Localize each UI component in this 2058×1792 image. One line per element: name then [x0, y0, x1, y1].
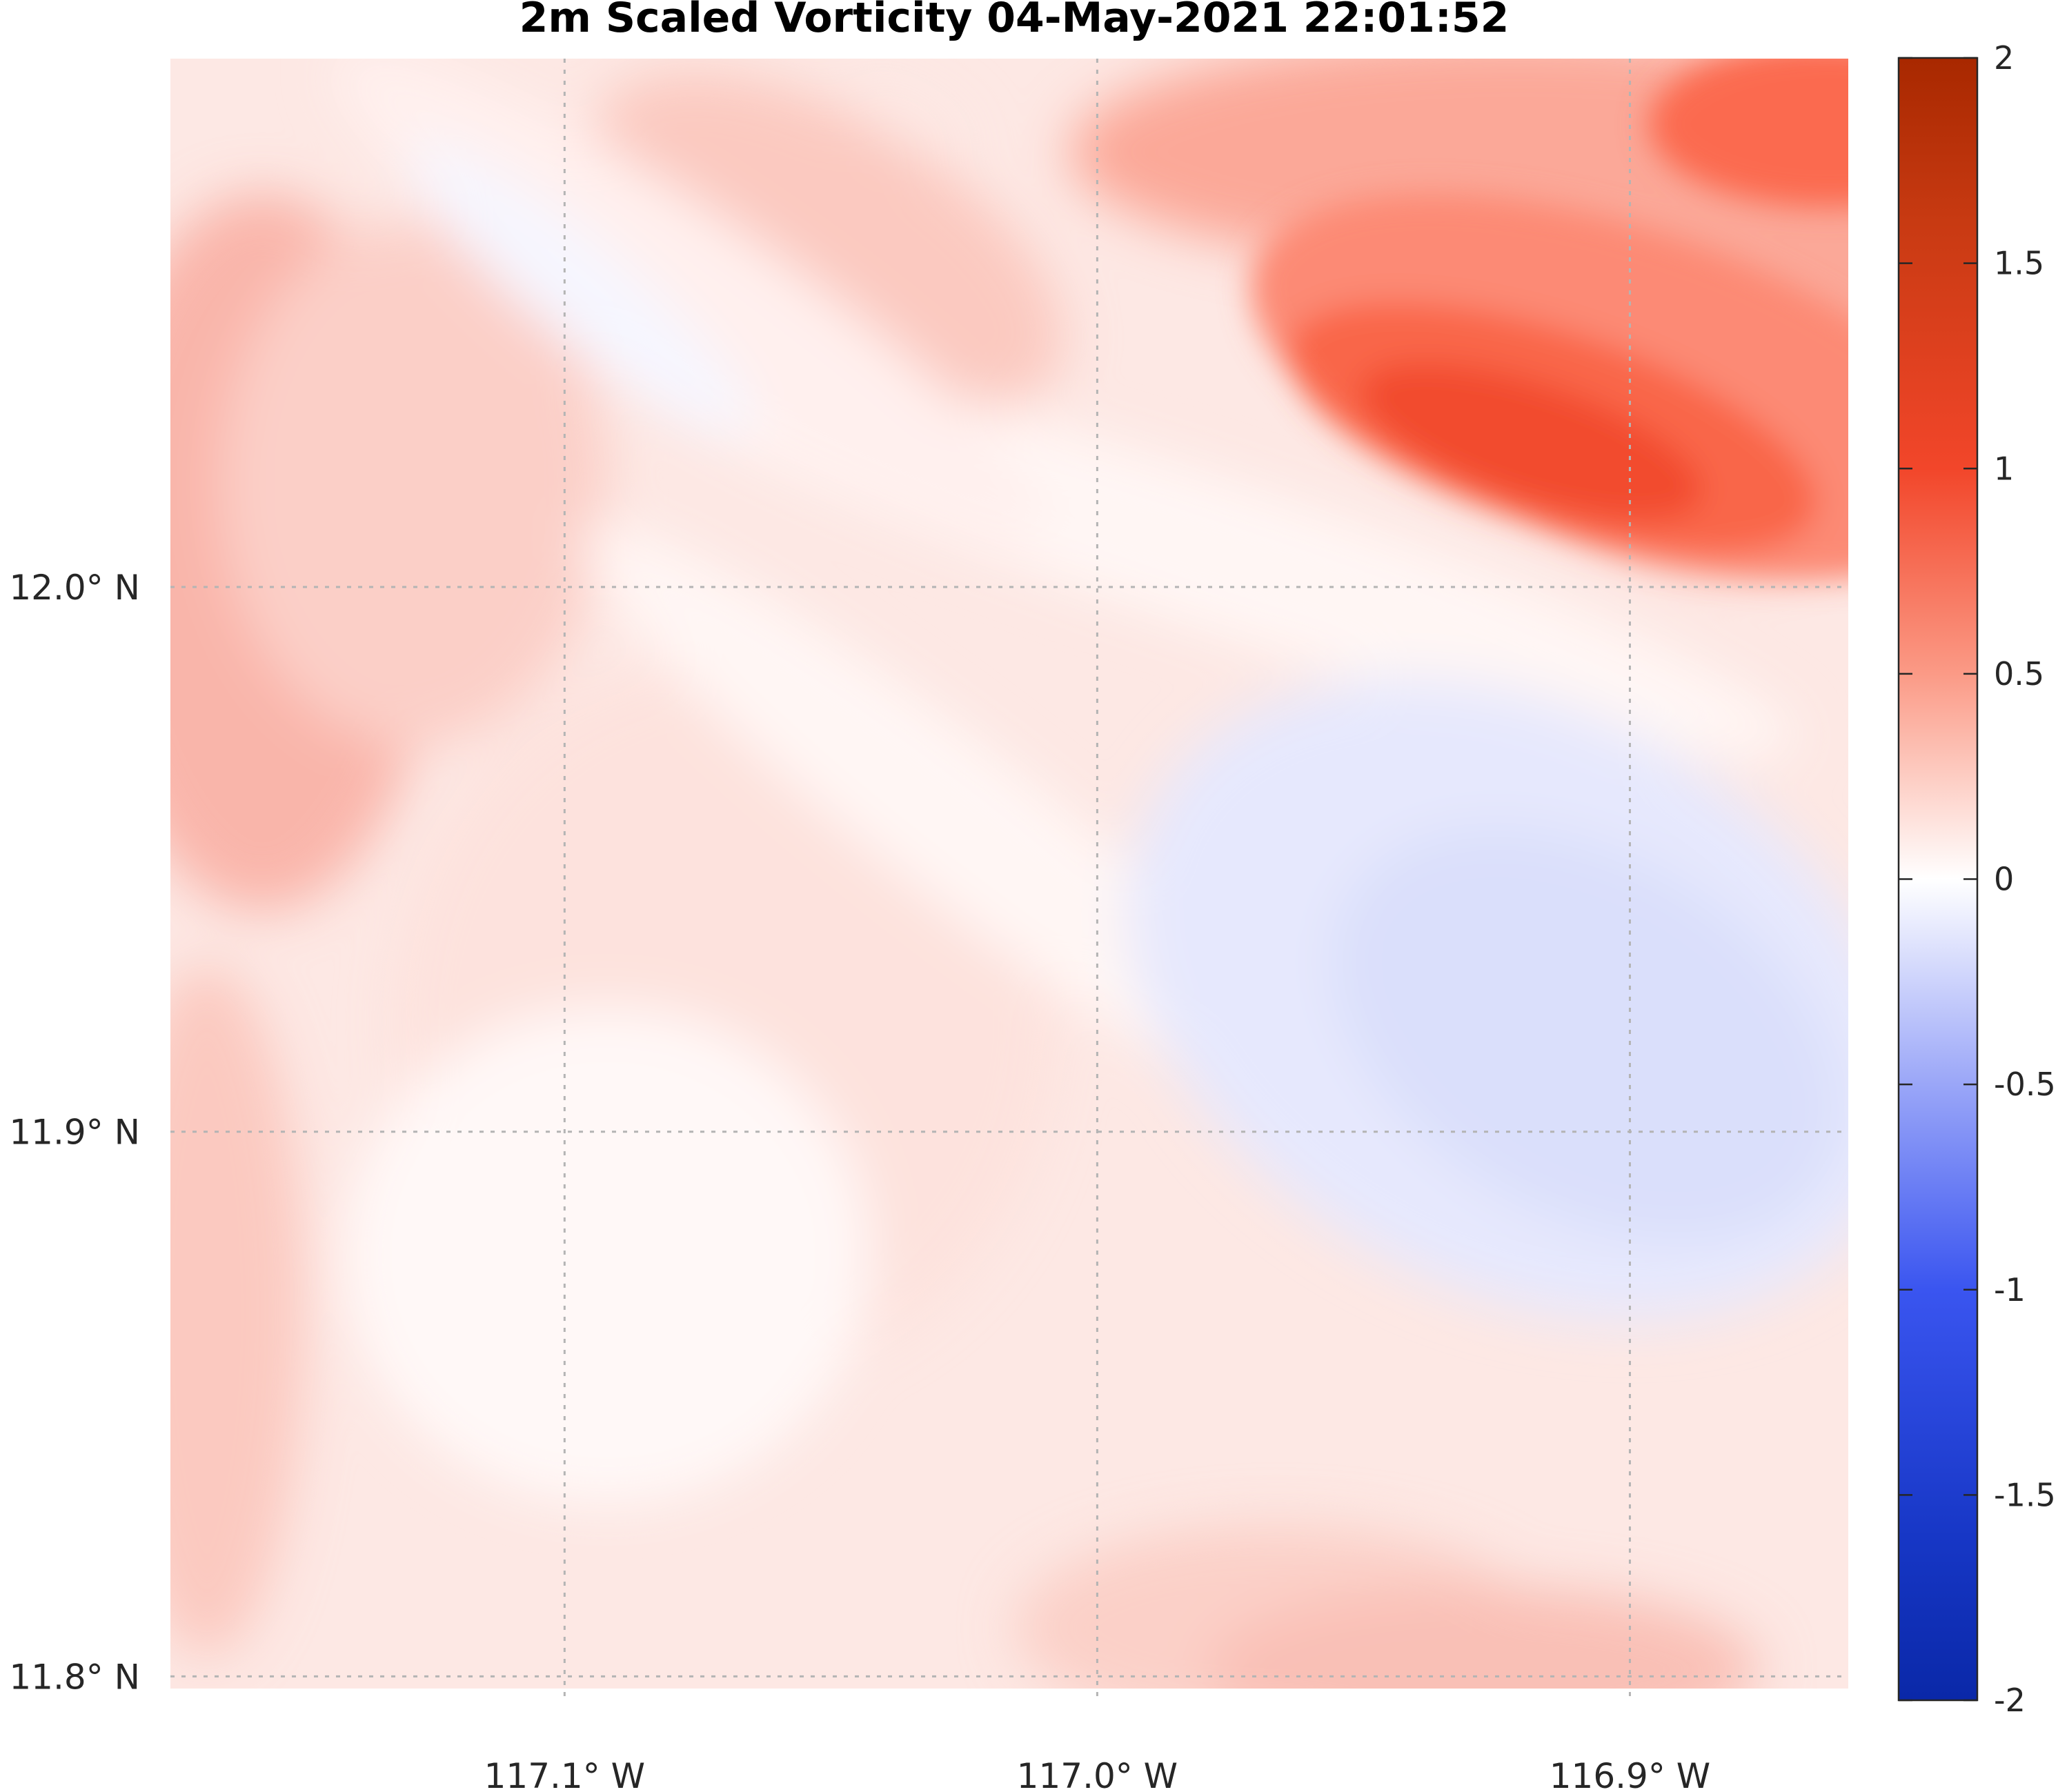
vorticity-maximum	[1250, 59, 1848, 579]
colorbar-tick-label: 0	[1994, 861, 2014, 898]
colorbar-tick-label: 1	[1994, 450, 2014, 487]
colorbar-tick-label: -1	[1994, 1271, 2026, 1308]
colorbar-tick-label: -1.5	[1994, 1476, 2056, 1513]
plot-area	[170, 59, 1848, 1698]
grid-lines	[170, 59, 1848, 1698]
y-tick-labels: 12.0° N 11.9° N 11.8° N	[9, 568, 140, 1697]
x-tick-label: 117.1° W	[484, 1756, 645, 1792]
y-tick-label: 11.9° N	[9, 1113, 140, 1153]
colorbar-tick-label: 0.5	[1994, 655, 2044, 693]
y-tick-label: 11.8° N	[9, 1657, 140, 1697]
x-tick-labels: 117.1° W 117.0° W 116.9° W	[484, 1756, 1711, 1792]
chart-title: 2m Scaled Vorticity 04-May-2021 22:01:52	[520, 0, 1510, 42]
y-tick-label: 12.0° N	[9, 568, 140, 608]
colorbar-tick-label: 1.5	[1994, 245, 2044, 282]
colorbar-ticks: 2 1.5 1 0.5 0 -0.5 -1 -1.5 -2	[1899, 39, 2056, 1719]
colorbar-tick-label: -0.5	[1994, 1066, 2056, 1103]
x-tick-label: 116.9° W	[1550, 1756, 1710, 1792]
colorbar: 2 1.5 1 0.5 0 -0.5 -1 -1.5 -2	[1897, 39, 2056, 1719]
colorbar-tick-label: 2	[1994, 39, 2014, 77]
x-tick-label: 117.0° W	[1017, 1756, 1178, 1792]
colorbar-tick-label: -2	[1994, 1682, 2026, 1719]
bottom-missing-data	[170, 1689, 1848, 1698]
